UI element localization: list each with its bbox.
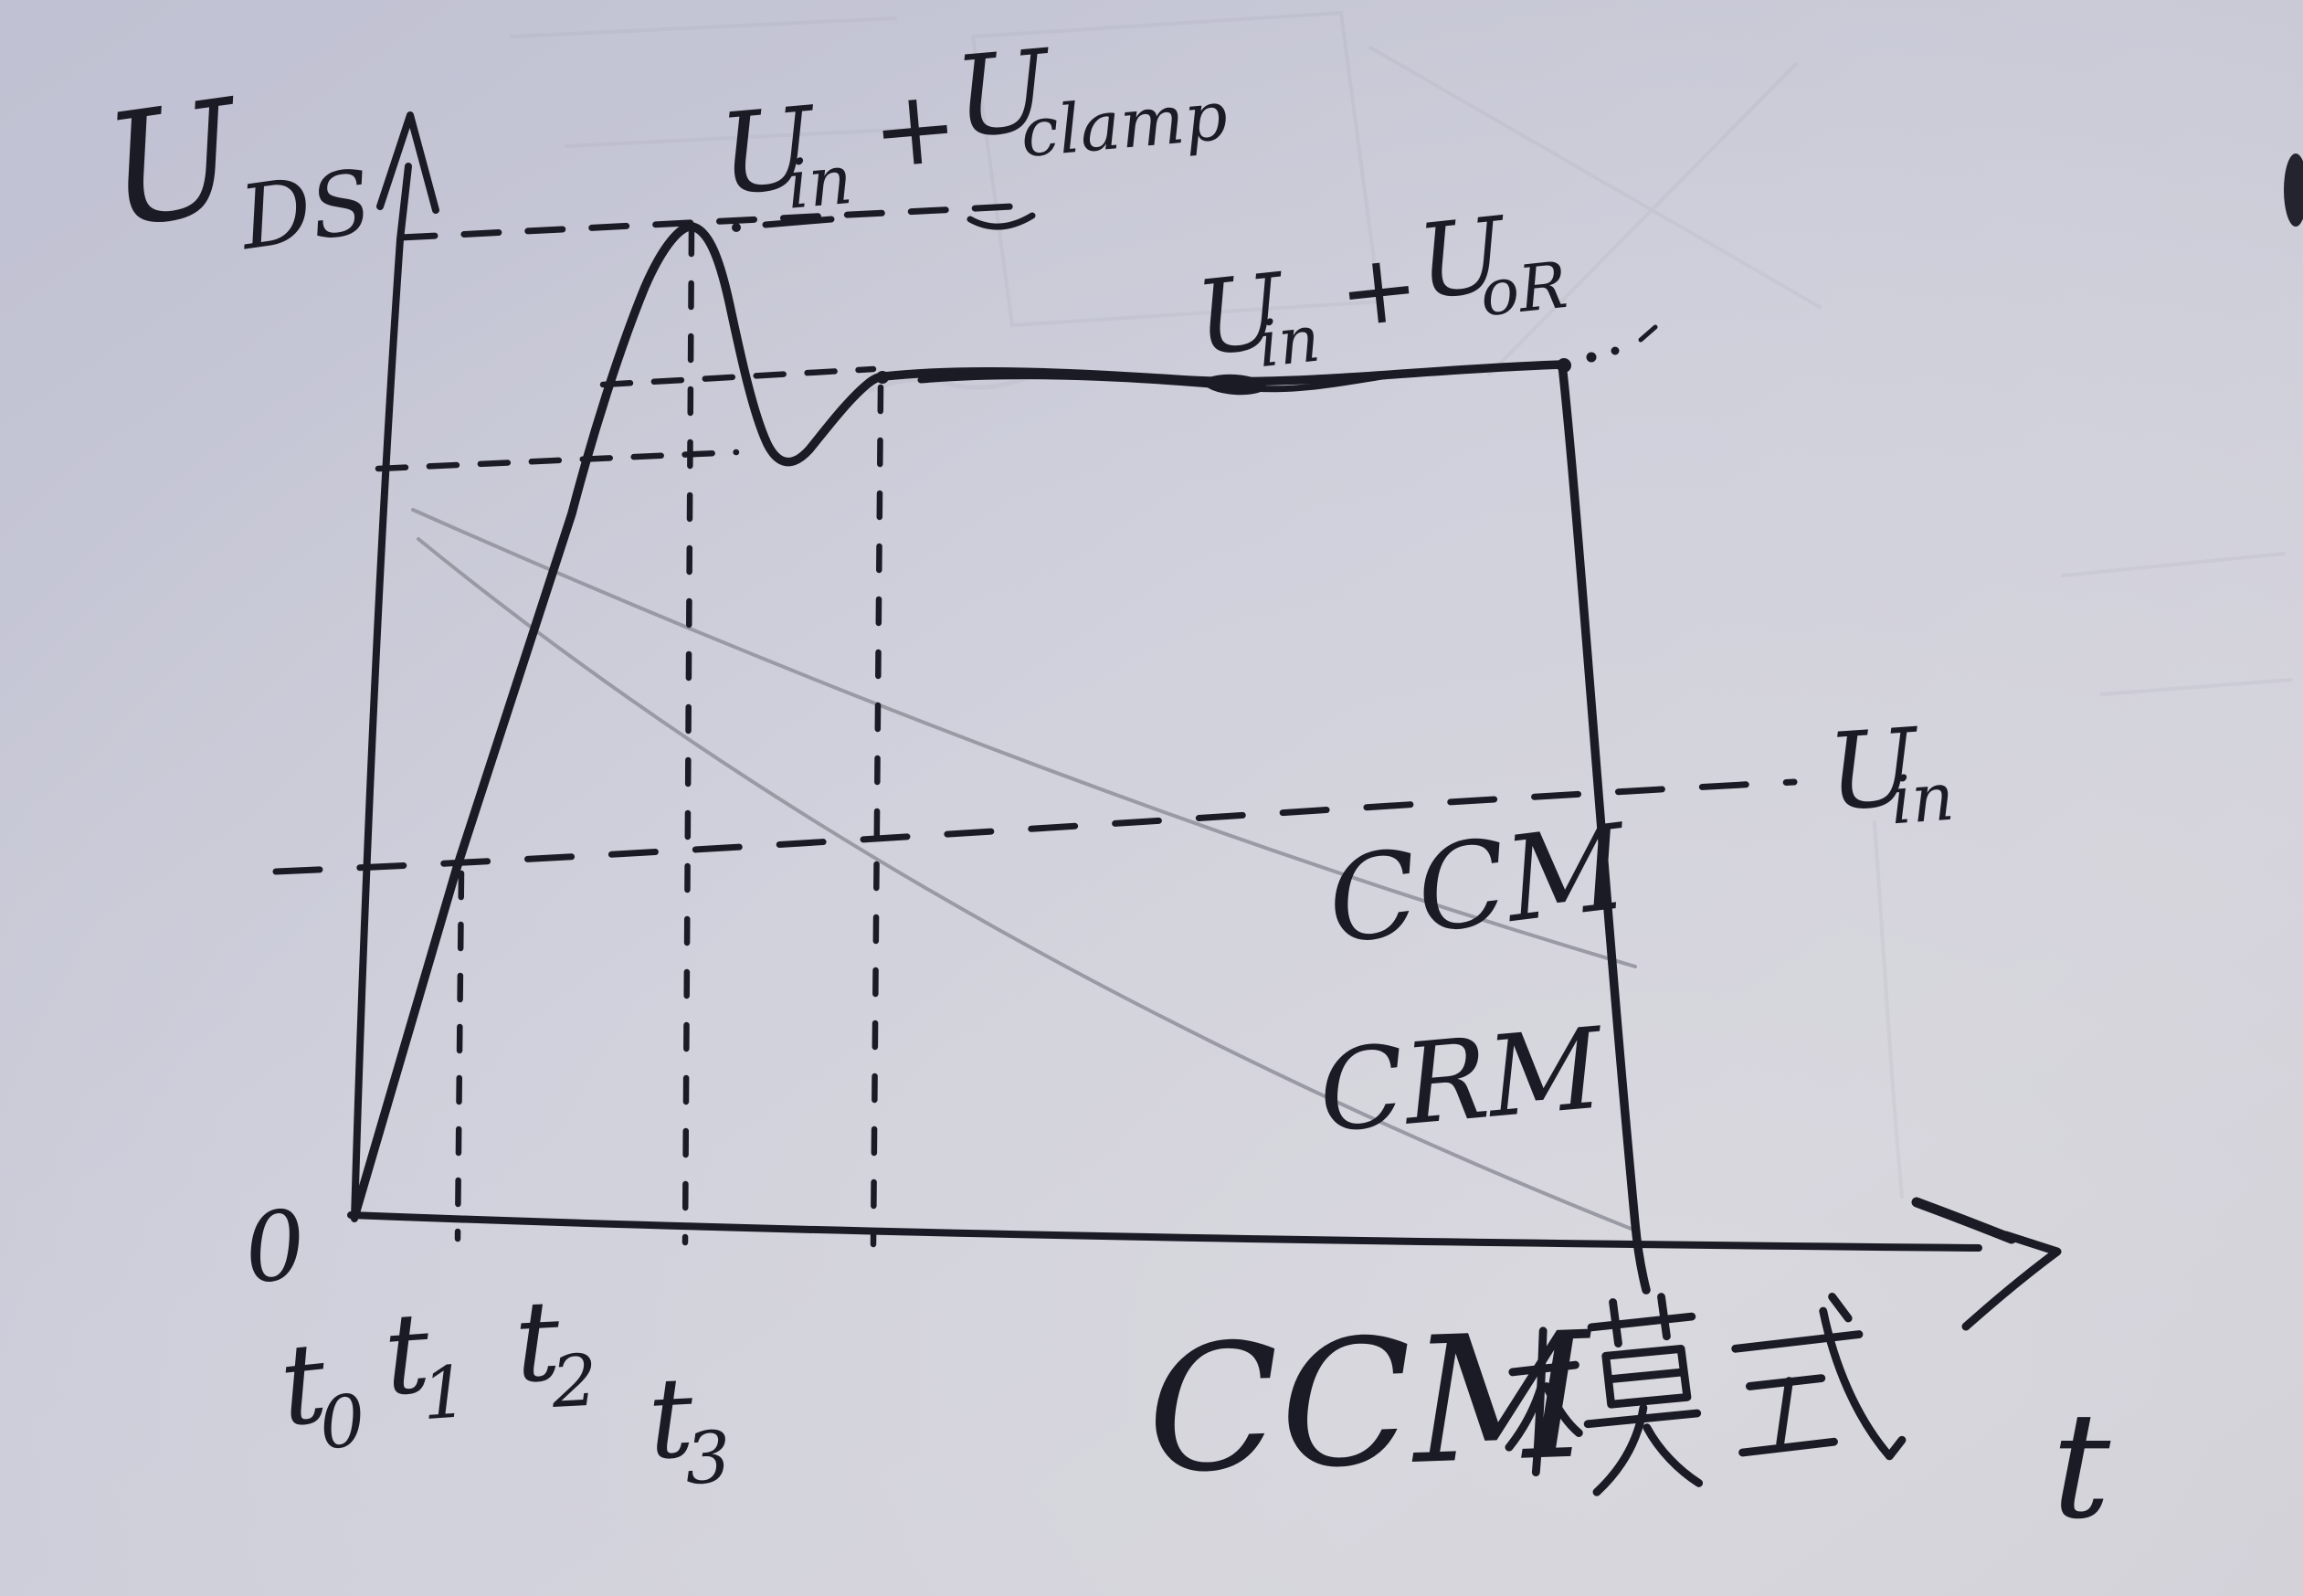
tick-label-t1: t 1 [380, 1288, 470, 1436]
t1-sub: 1 [419, 1351, 470, 1436]
crm-label: CRM [1314, 1003, 1610, 1157]
uor-s2: oR [1476, 248, 1570, 331]
origin-label: 0 [239, 1189, 312, 1305]
uin-level-label: U in [1824, 705, 1957, 840]
hanzi-mo-icon [1505, 1293, 1704, 1496]
x-axis-label: t [2052, 1380, 2111, 1551]
uor-plus: + [1334, 230, 1424, 349]
crm-pencil-line [417, 537, 1640, 1233]
uclamp-s1: in [784, 141, 856, 225]
uds-trace [350, 222, 1651, 1295]
uor-u1: U [1190, 251, 1292, 379]
t1-base: t [380, 1288, 435, 1421]
plateau-ink-blob [1204, 374, 1266, 396]
y-axis-label: U DS [95, 66, 377, 270]
x-axis-arrowhead-icon [1911, 1197, 2062, 1331]
tick-label-t2: t 2 [512, 1276, 599, 1424]
plateau-trailing-dots [1586, 324, 1658, 363]
uclamp-plus: + [867, 67, 963, 193]
edge-smudge [2284, 153, 2303, 227]
t0-sub: 0 [316, 1379, 370, 1466]
uclamp-s2: clamp [1018, 77, 1231, 173]
uin-u: U [1824, 705, 1925, 835]
t2-sub: 2 [549, 1339, 599, 1424]
uor-level-label: U in + U oR [1190, 196, 1570, 383]
axes [347, 111, 2062, 1331]
reference-lines [272, 203, 1798, 1248]
uclamp-level-label: U in + U clamp [714, 25, 1231, 225]
tick-label-t3: t 3 [645, 1353, 733, 1501]
uclamp-label-underline-marks [732, 212, 1036, 232]
uclamp-u1: U [714, 82, 823, 220]
uin-level-dashed-line [272, 778, 1798, 875]
t1-vertical-dashed-line [454, 870, 465, 1242]
t3-vertical-dashed-line [870, 384, 884, 1248]
uor-s1: in [1254, 301, 1324, 383]
uclamp-level-dashed-line [396, 203, 1016, 241]
mode-label-latin: CCM [1144, 1295, 1598, 1512]
uor-level-dashed-line [599, 365, 877, 388]
dip-level-dashed-line [375, 449, 740, 472]
hanzi-shi-icon [1731, 1293, 1907, 1461]
y-axis-arrowhead-icon [376, 111, 439, 214]
t3-sub: 3 [683, 1416, 733, 1500]
t2-base: t [512, 1276, 564, 1408]
y-axis-line [351, 163, 412, 1222]
plateau-right-corner-blob [1557, 358, 1571, 373]
y-axis-label-base: U [95, 66, 254, 264]
uor-u2: U [1412, 196, 1514, 323]
uin-s: in [1888, 758, 1957, 840]
uclamp-u2: U [950, 25, 1059, 163]
y-axis-label-sub: DS [232, 150, 377, 270]
ccm-pencil-line [411, 508, 1637, 968]
t3-base: t [645, 1353, 697, 1485]
pencil-lines [411, 508, 1640, 1233]
x-axis-line [347, 1211, 1982, 1252]
plateau-left-corner-blob [876, 371, 889, 384]
t2-vertical-dashed-line [681, 227, 695, 1246]
